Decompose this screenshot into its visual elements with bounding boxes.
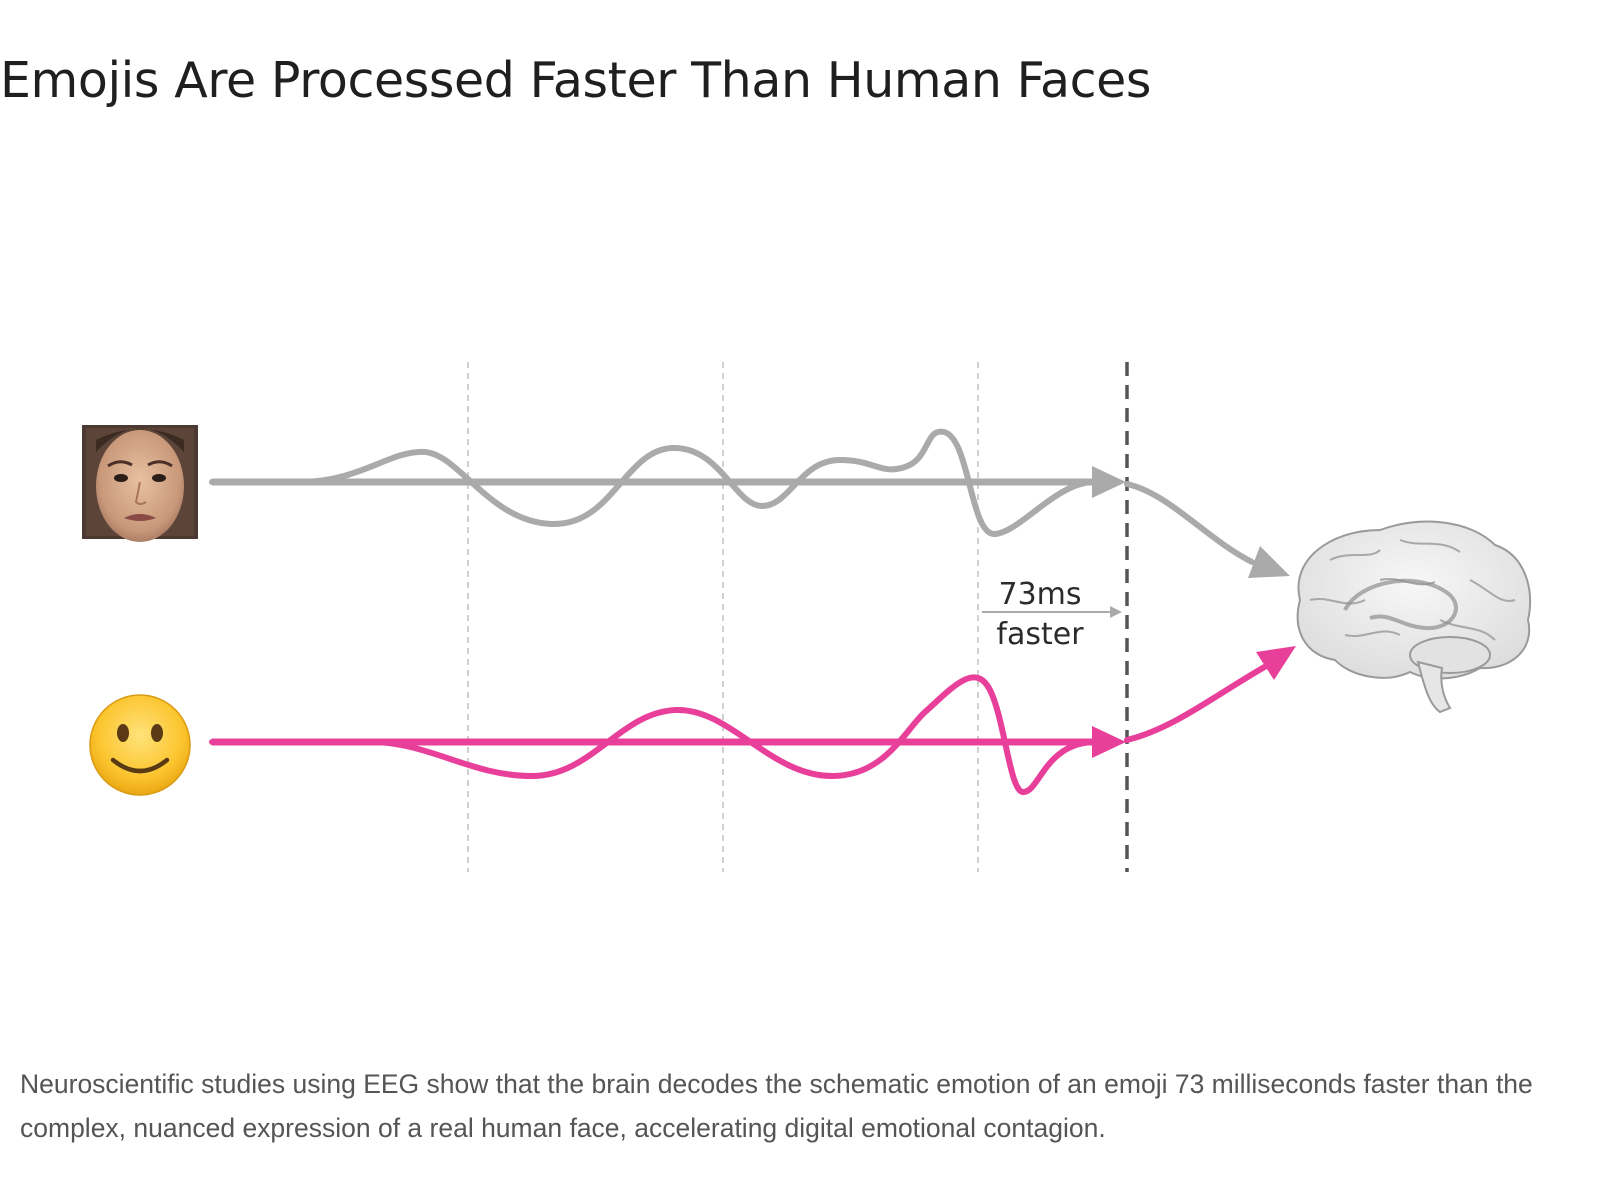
latency-annotation: 73ms faster — [982, 577, 1122, 652]
annotation-arrowhead — [1110, 606, 1122, 618]
brain-icon — [1296, 520, 1532, 714]
annotation-line-1: 73ms — [998, 577, 1081, 612]
emoji-to-brain-arrowhead — [1256, 646, 1296, 680]
caption-text: Neuroscientific studies using EEG show t… — [20, 1069, 1533, 1143]
processing-diagram: 73ms faster — [82, 362, 1532, 872]
annotation-line-2: faster — [996, 617, 1084, 652]
emoji-wave — [209, 674, 1095, 795]
face-to-brain-arrowhead — [1248, 546, 1290, 578]
smiling-emoji-icon — [89, 694, 191, 796]
page-title: Emojis Are Processed Faster Than Human F… — [0, 52, 1152, 109]
emoji-baseline-arrowhead — [1092, 726, 1126, 758]
gridlines — [467, 362, 979, 872]
face-baseline-arrowhead — [1092, 466, 1126, 498]
human-face-icon — [82, 425, 198, 542]
face-wave — [209, 428, 1095, 537]
emoji-to-brain-curve — [1124, 662, 1271, 743]
emoji-signal — [209, 646, 1296, 795]
face-signal — [209, 428, 1290, 578]
face-to-brain-curve — [1124, 481, 1255, 565]
